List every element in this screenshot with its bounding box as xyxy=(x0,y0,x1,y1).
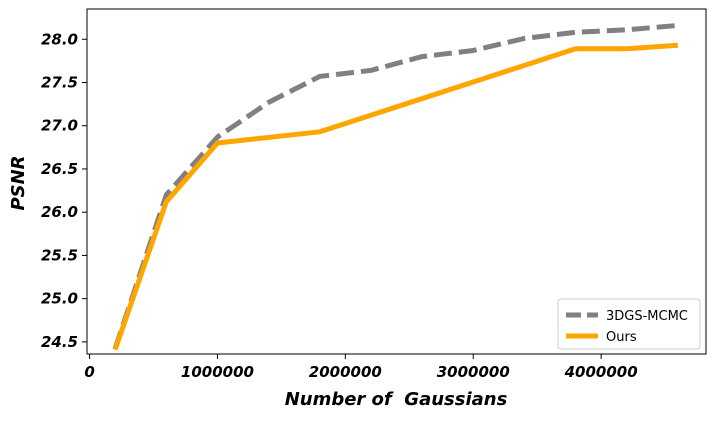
y-tick-label: 26.5 xyxy=(41,160,78,178)
x-tick-label: 3000000 xyxy=(437,363,510,381)
series-layer xyxy=(112,22,679,351)
y-tick-label: 24.5 xyxy=(41,333,78,351)
y-tick-label: 25.5 xyxy=(41,246,78,264)
y-tick-label: 26.0 xyxy=(41,203,78,221)
tick-layer: 0 1000000 2000000 3000000 4000000 24.5 25.0 25.… xyxy=(41,30,638,381)
x-tick-label: 0 xyxy=(84,363,94,381)
x-tick-label: 1000000 xyxy=(181,363,254,381)
x-tick-label: 4000000 xyxy=(564,363,638,381)
series-line-3dgs-mcmc xyxy=(112,22,679,350)
legend-label-3dgs-mcmc: 3DGS-MCMC xyxy=(606,309,688,324)
y-tick-label: 27.0 xyxy=(41,117,78,135)
legend-label-ours: Ours xyxy=(606,330,637,345)
x-axis-label: Number of Gaussians xyxy=(285,389,508,410)
plot-frame xyxy=(86,8,707,355)
y-axis-label: PSNR xyxy=(8,155,29,210)
y-tick-label: 27.5 xyxy=(41,73,78,91)
y-tick-label: 28.0 xyxy=(41,30,78,48)
series-line-ours xyxy=(112,42,679,351)
x-tick-label: 2000000 xyxy=(309,363,382,381)
y-tick-label: 25.0 xyxy=(41,290,78,308)
legend: 3DGS-MCMC Ours xyxy=(557,298,701,350)
